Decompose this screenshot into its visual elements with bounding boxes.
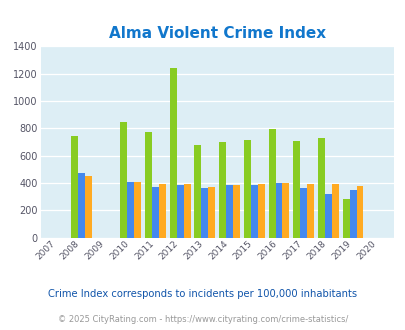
Bar bbox=[219, 142, 226, 238]
Bar bbox=[127, 182, 134, 238]
Bar bbox=[356, 186, 362, 238]
Bar bbox=[145, 132, 151, 238]
Bar bbox=[324, 194, 331, 238]
Bar bbox=[158, 184, 165, 238]
Bar bbox=[342, 199, 349, 238]
Bar bbox=[331, 184, 338, 238]
Bar bbox=[134, 182, 141, 238]
Bar bbox=[349, 190, 356, 238]
Bar bbox=[194, 145, 201, 238]
Text: © 2025 CityRating.com - https://www.cityrating.com/crime-statistics/: © 2025 CityRating.com - https://www.city… bbox=[58, 315, 347, 324]
Bar bbox=[275, 183, 282, 238]
Bar bbox=[85, 176, 92, 238]
Bar bbox=[71, 136, 78, 238]
Text: Crime Index corresponds to incidents per 100,000 inhabitants: Crime Index corresponds to incidents per… bbox=[48, 289, 357, 299]
Bar bbox=[317, 139, 324, 238]
Bar bbox=[151, 187, 158, 238]
Bar bbox=[292, 141, 299, 238]
Bar bbox=[78, 173, 85, 238]
Bar bbox=[208, 187, 215, 238]
Bar bbox=[306, 183, 313, 238]
Bar bbox=[183, 183, 190, 238]
Bar bbox=[232, 185, 239, 238]
Bar bbox=[201, 188, 208, 238]
Title: Alma Violent Crime Index: Alma Violent Crime Index bbox=[109, 26, 325, 41]
Bar bbox=[257, 184, 264, 238]
Bar bbox=[299, 188, 306, 238]
Bar bbox=[243, 140, 250, 238]
Bar bbox=[169, 68, 176, 238]
Bar bbox=[176, 185, 183, 238]
Bar bbox=[120, 122, 127, 238]
Bar bbox=[282, 183, 289, 238]
Bar bbox=[268, 129, 275, 238]
Bar bbox=[250, 185, 257, 238]
Bar bbox=[226, 185, 232, 238]
